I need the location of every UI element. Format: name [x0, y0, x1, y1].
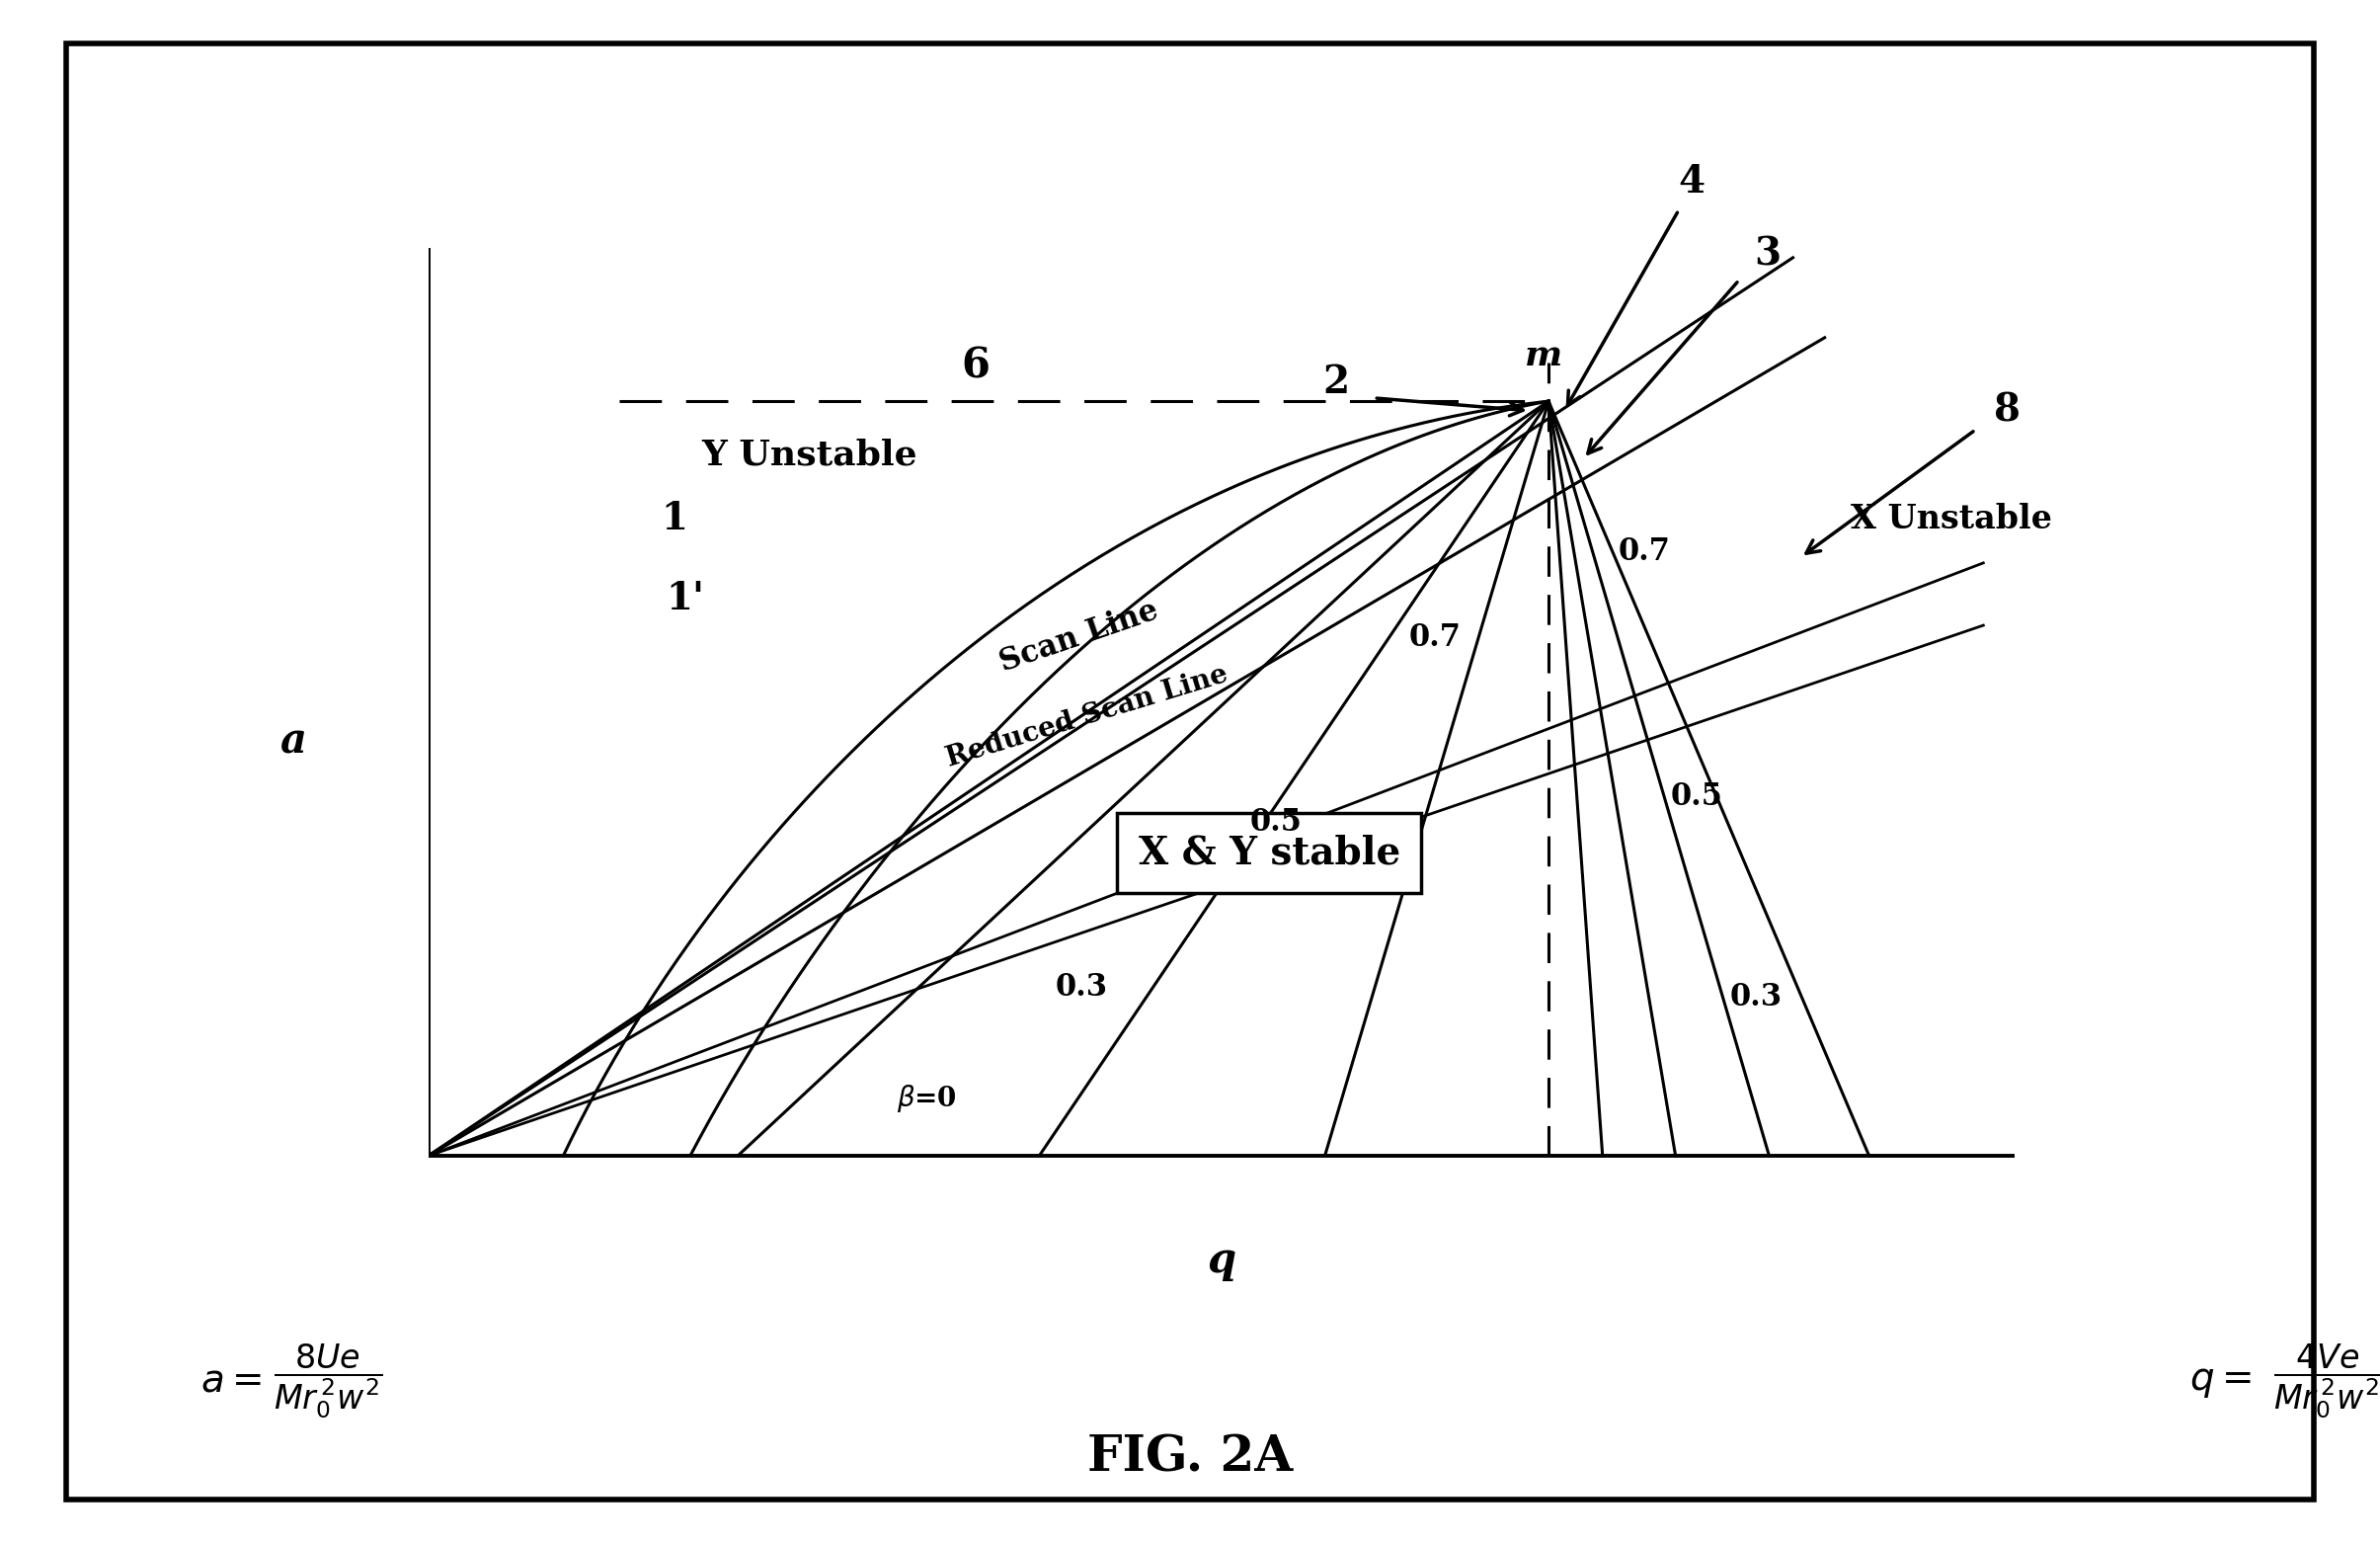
- Text: $q=$: $q=$: [2190, 1362, 2251, 1400]
- Text: $\beta$=0: $\beta$=0: [897, 1083, 957, 1114]
- Text: Scan Line: Scan Line: [995, 596, 1161, 679]
- Text: 0.3: 0.3: [1054, 972, 1107, 1003]
- Text: Reduced Scan Line: Reduced Scan Line: [942, 660, 1230, 772]
- Text: 1: 1: [662, 500, 688, 539]
- Text: $a=$: $a=$: [200, 1362, 262, 1400]
- Text: 6: 6: [962, 346, 990, 387]
- Text: 0.7: 0.7: [1409, 622, 1461, 653]
- Text: 0.3: 0.3: [1730, 981, 1783, 1012]
- Text: FIG. 2A: FIG. 2A: [1088, 1433, 1292, 1483]
- Text: $\dfrac{4Ve}{Mr_0^{\,2}w^2}$: $\dfrac{4Ve}{Mr_0^{\,2}w^2}$: [2273, 1341, 2380, 1421]
- Text: 1': 1': [666, 580, 704, 617]
- Text: 0.7: 0.7: [1618, 535, 1671, 566]
- Text: $\dfrac{8Ue}{Mr_0^{\,2}w^2}$: $\dfrac{8Ue}{Mr_0^{\,2}w^2}$: [274, 1341, 383, 1421]
- Text: X & Y stable: X & Y stable: [1138, 835, 1399, 872]
- Text: q: q: [1207, 1241, 1235, 1282]
- Text: 2: 2: [1323, 363, 1349, 401]
- Text: Y Unstable: Y Unstable: [702, 438, 916, 472]
- Text: a: a: [281, 721, 307, 762]
- Text: X Unstable: X Unstable: [1852, 503, 2052, 535]
- Text: 4: 4: [1678, 162, 1704, 201]
- Text: m: m: [1526, 339, 1564, 372]
- Text: 0.5: 0.5: [1250, 807, 1302, 838]
- Text: 0.5: 0.5: [1671, 781, 1723, 812]
- Text: 3: 3: [1754, 236, 1780, 273]
- Text: 8: 8: [1994, 392, 2021, 429]
